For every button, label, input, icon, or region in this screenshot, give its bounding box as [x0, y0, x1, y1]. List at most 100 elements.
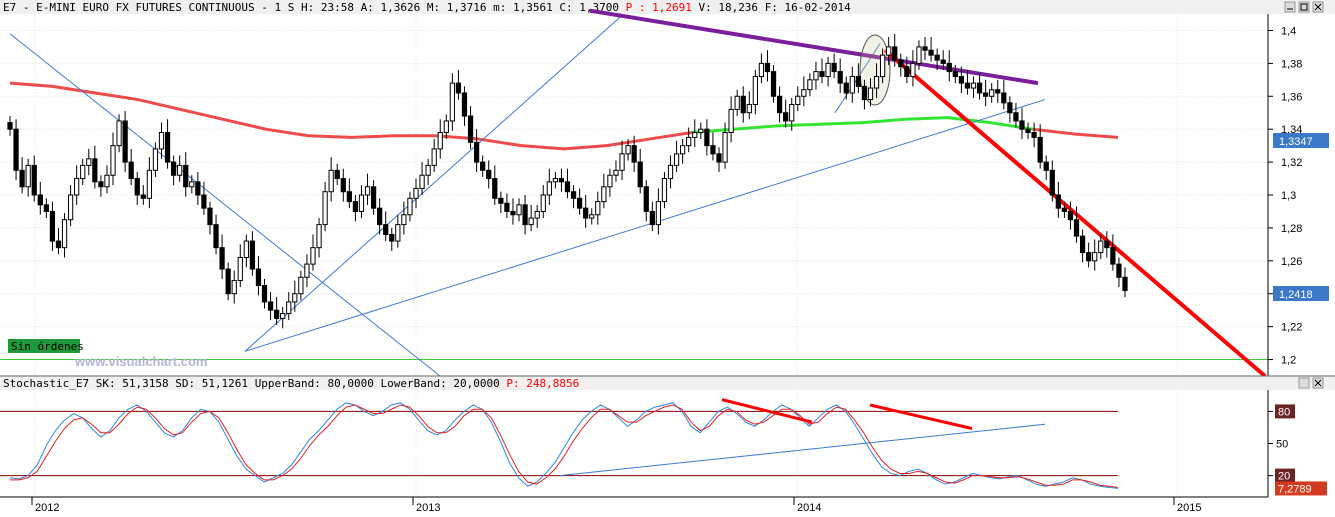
ma-segment-red [1032, 127, 1119, 139]
date-tick-labels: 2012 2013 2014 2015 [31, 497, 1201, 514]
stoch-name: Stochastic_E7 [3, 377, 89, 390]
stoch-upper-box: 80 [1275, 404, 1295, 419]
candle-body [274, 309, 280, 319]
candle [928, 37, 934, 62]
candle-body [667, 164, 674, 180]
candle [473, 129, 480, 172]
trendline-ascending-blue [244, 16, 621, 352]
candle-body [722, 131, 728, 163]
candle [86, 148, 92, 176]
candle [1116, 257, 1122, 288]
candle-body [243, 240, 249, 259]
minimize-icon[interactable] [1284, 1, 1296, 13]
candle-body [534, 210, 540, 219]
candle-body [570, 191, 577, 199]
date-label: F: 16-02-2014 [765, 1, 851, 14]
candle [74, 165, 80, 205]
candle [734, 89, 740, 117]
ma-value-label: 1,3347 [1279, 136, 1313, 148]
candle [1037, 124, 1043, 169]
candle [516, 198, 522, 222]
candle-body [207, 207, 213, 226]
candle [7, 116, 13, 136]
candle-body [486, 169, 492, 180]
candle-body [364, 186, 371, 196]
candle [292, 280, 298, 312]
candle [340, 168, 346, 202]
candle [261, 278, 268, 309]
candle [667, 155, 674, 189]
candle-body [558, 178, 565, 183]
candle [80, 158, 86, 186]
candle-body [879, 54, 886, 78]
candle [419, 162, 425, 195]
candle-body [680, 145, 686, 155]
candle [334, 163, 340, 186]
candle [243, 234, 249, 268]
candle [886, 37, 892, 66]
stoch-sd: SD: 51,1261 [175, 377, 248, 390]
candle-body [540, 194, 546, 212]
price-axis: 1,41,381,361,341,321,31,281,261,241,221,… [1267, 14, 1335, 376]
candle [552, 171, 559, 189]
candle [722, 122, 728, 169]
candle [358, 185, 365, 219]
candle [661, 171, 668, 209]
candle-body [546, 181, 552, 196]
candle [813, 61, 819, 90]
candle-body [104, 174, 110, 188]
candle [746, 91, 752, 120]
stoch-maximize-icon[interactable] [1298, 377, 1310, 389]
candle-body [934, 54, 940, 61]
candle [1079, 229, 1086, 263]
candle [631, 135, 637, 172]
candle [831, 53, 837, 79]
candle-body [346, 191, 352, 203]
candle [110, 132, 116, 186]
price-panel: www.visualchart.com Sin órdenes [0, 8, 1268, 378]
candle-body [334, 169, 340, 180]
candle-body [564, 181, 571, 193]
candle [558, 168, 565, 192]
date-tick-label: 2014 [797, 502, 821, 514]
candle [158, 122, 165, 159]
candle-body [819, 71, 825, 78]
candle [461, 86, 468, 126]
candle [201, 181, 207, 215]
stoch-lower-box-text: 20 [1278, 471, 1290, 483]
candle [310, 234, 316, 271]
candle-body [522, 204, 528, 226]
candle-body [825, 62, 831, 78]
candle [61, 213, 68, 258]
candle [607, 168, 613, 197]
candle [237, 244, 243, 288]
candle-body [601, 186, 607, 203]
candle [692, 119, 698, 148]
maximize-icon[interactable] [1298, 1, 1310, 13]
candle-body [1092, 252, 1098, 262]
candle-body [467, 115, 474, 143]
candle [407, 191, 413, 222]
candle [140, 185, 146, 205]
candle-body [401, 214, 407, 226]
candle-body [613, 169, 619, 176]
candle [916, 40, 922, 70]
candle-body [904, 66, 910, 78]
ma-value-box: 1,3347 [1273, 133, 1329, 148]
candle-body [13, 128, 19, 171]
candle-body [140, 194, 146, 199]
candle [1031, 122, 1037, 148]
candle [346, 178, 352, 209]
candle [770, 65, 777, 103]
candle [522, 195, 528, 235]
candle [898, 53, 904, 77]
candle [995, 79, 1001, 103]
svg-text:E7 - E-MINI EURO: E7 - E-MINI EURO FX FUTURES CONTINUOUS -… [3, 1, 851, 14]
candle [134, 171, 140, 205]
candle-body [795, 95, 801, 106]
candle [225, 262, 231, 301]
symbol-label: E7 [3, 1, 16, 14]
candle [298, 270, 304, 301]
candle [601, 173, 607, 209]
candle-body [958, 76, 965, 84]
